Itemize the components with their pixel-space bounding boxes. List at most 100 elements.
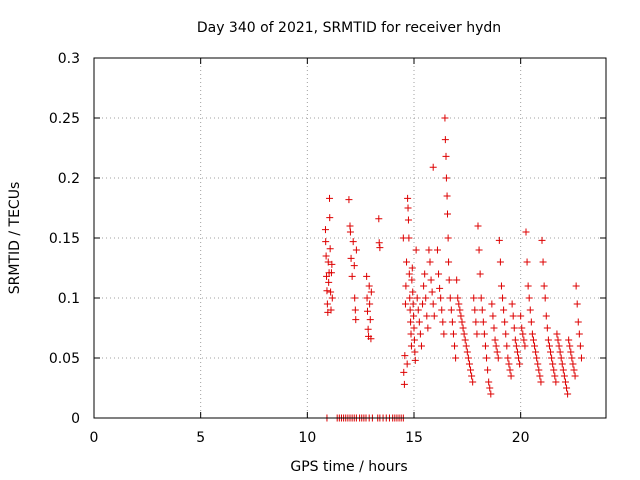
data-point <box>474 222 482 230</box>
data-point <box>526 306 534 314</box>
data-point <box>499 294 507 302</box>
data-point <box>471 306 479 314</box>
data-point <box>479 318 487 326</box>
data-point <box>576 342 584 350</box>
data-point <box>322 252 330 260</box>
data-point <box>463 348 471 356</box>
data-point <box>487 390 495 398</box>
data-point <box>441 114 449 122</box>
data-point <box>540 282 548 290</box>
data-point <box>461 336 469 344</box>
data-point <box>401 300 409 308</box>
data-point <box>376 244 384 252</box>
data-point <box>417 342 425 350</box>
data-point <box>445 258 453 266</box>
data-point <box>423 312 431 320</box>
data-point <box>572 282 580 290</box>
data-point <box>454 294 462 302</box>
data-point <box>509 312 517 320</box>
y-tick-label: 0.25 <box>49 111 80 127</box>
data-point <box>327 269 335 277</box>
data-point <box>400 368 408 376</box>
data-point <box>506 366 514 374</box>
data-point <box>411 356 419 364</box>
data-point <box>328 260 336 268</box>
data-point <box>410 336 418 344</box>
data-point <box>538 236 546 244</box>
data-point <box>561 378 569 386</box>
data-point <box>441 136 449 144</box>
data-point <box>429 300 437 308</box>
data-point <box>328 294 336 302</box>
data-point <box>577 354 585 362</box>
data-point <box>481 342 489 350</box>
data-point <box>476 270 484 278</box>
data-point <box>470 294 478 302</box>
data-point <box>346 222 354 230</box>
data-point <box>439 318 447 326</box>
data-point <box>511 336 519 344</box>
data-point <box>429 163 437 171</box>
data-point <box>492 342 500 350</box>
data-point <box>428 288 436 296</box>
data-point <box>345 196 353 204</box>
data-point <box>534 360 542 368</box>
data-point <box>460 330 468 338</box>
data-point <box>420 282 428 290</box>
data-point <box>458 318 466 326</box>
data-point <box>486 384 494 392</box>
data-point <box>532 348 540 356</box>
data-point <box>350 262 358 270</box>
data-point <box>490 324 498 332</box>
data-point <box>408 276 416 284</box>
x-tick-label: 20 <box>512 430 530 446</box>
data-point <box>505 360 513 368</box>
data-point <box>401 352 409 360</box>
data-point <box>537 378 545 386</box>
data-point <box>407 318 415 326</box>
data-point <box>553 330 561 338</box>
data-point <box>457 312 465 320</box>
data-point <box>510 324 518 332</box>
data-point <box>465 360 473 368</box>
data-point <box>543 324 551 332</box>
data-point <box>522 228 530 236</box>
data-point <box>375 215 383 223</box>
data-point <box>321 226 329 234</box>
data-point <box>352 316 360 324</box>
data-point <box>564 390 572 398</box>
data-point <box>504 354 512 362</box>
data-point <box>449 330 457 338</box>
data-point <box>327 306 335 314</box>
data-point <box>512 342 520 350</box>
data-point <box>412 246 420 254</box>
data-point <box>445 276 453 284</box>
plot-frame <box>93 57 607 419</box>
data-point <box>551 372 559 380</box>
y-tick-label: 0.05 <box>49 351 80 367</box>
data-point <box>575 330 583 338</box>
data-point <box>421 270 429 278</box>
data-point <box>500 306 508 314</box>
data-point <box>324 258 332 266</box>
data-point <box>518 324 526 332</box>
data-point <box>558 360 566 368</box>
data-point <box>346 228 354 236</box>
data-point <box>366 316 374 324</box>
data-point <box>485 378 493 386</box>
data-point <box>425 246 433 254</box>
y-tick-label: 0.15 <box>49 231 80 247</box>
data-point <box>444 234 452 242</box>
data-point <box>323 300 331 308</box>
data-point <box>507 372 515 380</box>
data-point <box>570 366 578 374</box>
data-point <box>367 288 375 296</box>
data-point <box>552 378 560 386</box>
data-point <box>453 276 461 284</box>
data-point <box>468 372 476 380</box>
data-point <box>367 335 375 343</box>
data-point <box>351 294 359 302</box>
data-point <box>433 246 441 254</box>
